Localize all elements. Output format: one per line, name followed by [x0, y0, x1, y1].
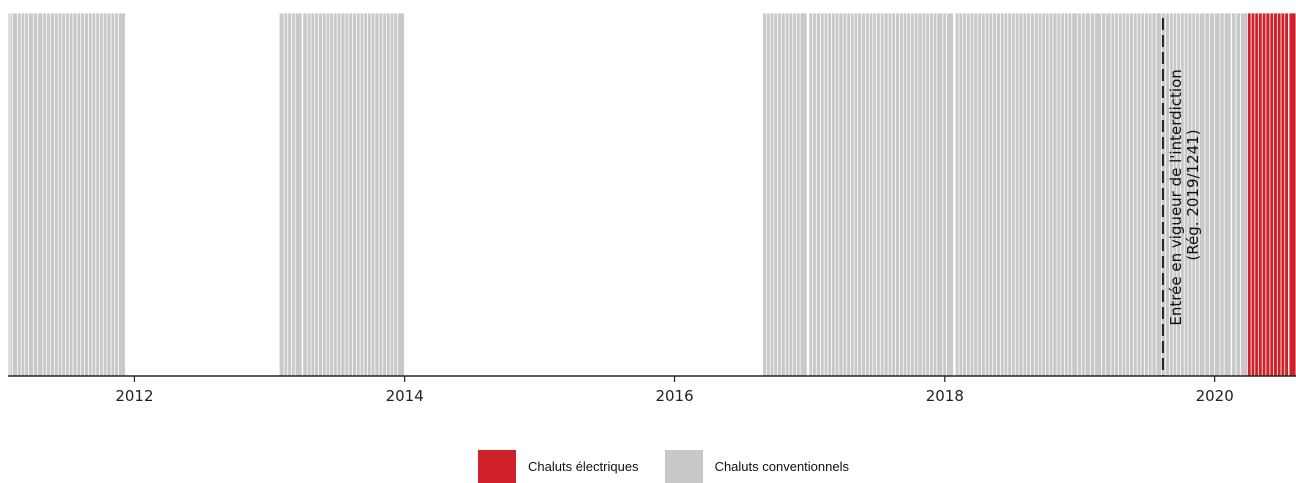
- legend: Chaluts électriques Chaluts conventionne…: [478, 450, 875, 483]
- chart-area: Entrée en vigueur de l'interdiction (Rég…: [7, 12, 1296, 405]
- x-axis-ticks: 2012 2014 2016 2018 2020: [115, 376, 1234, 405]
- legend-item-conventional: Chaluts conventionnels: [664, 450, 849, 483]
- x-tick-label-1: 2014: [386, 387, 424, 405]
- bar-conventional-145: [1094, 12, 1103, 377]
- bar-conventional-29: [118, 12, 126, 377]
- legend-label-conventional: Chaluts conventionnels: [714, 459, 849, 474]
- bar-electric-12: [1288, 12, 1296, 377]
- x-tick-label-0: 2012: [115, 387, 153, 405]
- annotation-group: Entrée en vigueur de l'interdiction (Rég…: [1161, 18, 1202, 376]
- bar-conventional-60: [397, 12, 405, 377]
- legend-swatch-electric: [478, 450, 516, 483]
- bars-group: [7, 12, 1296, 377]
- bar-conventional-34: [294, 12, 303, 377]
- x-tick-label-2: 2016: [655, 387, 693, 405]
- bar-conventional-108: [946, 12, 954, 377]
- legend-swatch-conventional: [664, 450, 703, 483]
- bar-conventional-71: [799, 12, 808, 377]
- annotation-line-1: Entrée en vigueur de l'interdiction: [1167, 69, 1185, 325]
- bar-conventional-179: [1240, 12, 1248, 377]
- annotation-line-2: (Rég. 2019/1241): [1184, 129, 1202, 260]
- x-tick-label-4: 2020: [1196, 387, 1234, 405]
- annotation-label: Entrée en vigueur de l'interdiction (Rég…: [1167, 64, 1202, 325]
- bar-conventional-176: [1223, 12, 1232, 377]
- legend-item-electric: Chaluts électriques: [478, 450, 639, 483]
- x-tick-label-3: 2018: [926, 387, 964, 405]
- legend-label-electric: Chaluts électriques: [528, 459, 639, 474]
